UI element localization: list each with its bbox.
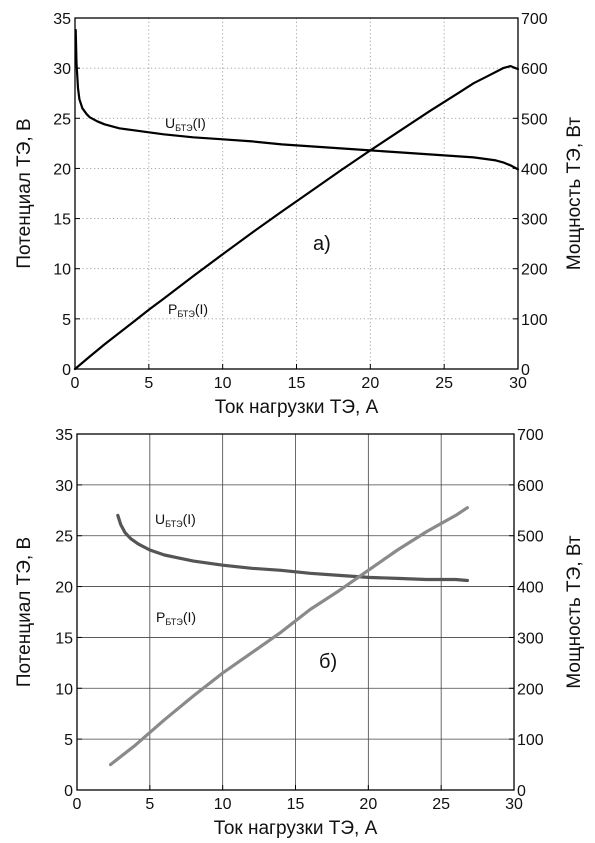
y-left-tick-label: 35: [55, 427, 73, 444]
y-right-tick-label: 600: [517, 478, 544, 495]
panel-a-ylabel-left: Потенциал ТЭ, В: [14, 118, 35, 268]
x-tick-label: 20: [359, 796, 377, 813]
y-right-tick-label: 200: [517, 681, 544, 698]
y-left-tick-label: 10: [55, 681, 73, 698]
panel-a-p-annotation: PБТЭ(I): [168, 301, 208, 319]
x-tick-label: 30: [505, 796, 523, 813]
x-tick-label: 15: [287, 796, 305, 813]
y-left-tick-label: 15: [55, 630, 73, 647]
y-right-tick-label: 0: [517, 783, 526, 800]
panel-a-label: а): [313, 233, 331, 255]
y-left-tick-label: 25: [53, 111, 71, 128]
y-right-tick-label: 700: [521, 11, 548, 28]
potential-series-line: [74, 28, 520, 171]
y-right-tick-label: 600: [521, 61, 548, 78]
x-tick-label: 10: [214, 796, 232, 813]
y-left-tick-label: 30: [55, 478, 73, 495]
panel-b-xlabel: Ток нагрузки ТЭ, А: [214, 818, 378, 839]
y-right-tick-label: 100: [517, 732, 544, 749]
panel-b-ylabel-left: Потенциал ТЭ, В: [14, 537, 35, 687]
y-left-tick-label: 30: [53, 61, 71, 78]
x-tick-label: 30: [509, 375, 527, 392]
y-left-tick-label: 0: [62, 362, 71, 379]
panel-b-u-annotation: UБТЭ(I): [155, 511, 196, 529]
panel-a-xlabel: Ток нагрузки ТЭ, А: [215, 397, 379, 418]
y-left-tick-label: 35: [53, 11, 71, 28]
x-tick-label: 15: [288, 375, 306, 392]
y-right-tick-label: 400: [517, 580, 544, 597]
panel-a: 0 5 10 15 20 25 300510152025303501002003004005…: [14, 11, 585, 418]
x-tick-label: 25: [435, 375, 453, 392]
x-tick-label: 25: [432, 796, 450, 813]
y-right-tick-label: 500: [521, 111, 548, 128]
x-tick-label: 10: [214, 375, 232, 392]
panel-b-label: б): [319, 651, 337, 673]
x-tick-label: 5: [144, 375, 153, 392]
y-right-tick-label: 300: [521, 212, 548, 229]
x-tick-label: 0: [73, 796, 82, 813]
y-right-tick-label: 500: [517, 529, 544, 546]
panel-a-ylabel-right: Мощность ТЭ, Вт: [564, 117, 585, 271]
y-right-tick-label: 0: [521, 362, 530, 379]
y-left-tick-label: 5: [62, 312, 71, 329]
y-left-tick-label: 15: [53, 212, 71, 229]
y-right-tick-label: 200: [521, 262, 548, 279]
panel-a-u-annotation: UБТЭ(I): [165, 115, 206, 133]
power-series-line: [108, 506, 469, 767]
x-tick-label: 5: [145, 796, 154, 813]
x-tick-label: 20: [361, 375, 379, 392]
y-left-tick-label: 5: [64, 732, 73, 749]
y-right-tick-label: 100: [521, 312, 548, 329]
x-tick-label: 0: [71, 375, 80, 392]
y-left-tick-label: 10: [53, 262, 71, 279]
panel-b: 0 5 10 15 20 25 300510152025303501002003004005…: [14, 427, 585, 839]
panel-b-ylabel-right: Мощность ТЭ, Вт: [564, 535, 585, 689]
y-left-tick-label: 20: [53, 161, 71, 178]
potential-series-line: [116, 513, 469, 583]
power-series-line: [73, 64, 520, 371]
panel-b-p-annotation: PБТЭ(I): [156, 609, 196, 627]
y-left-tick-label: 25: [55, 529, 73, 546]
y-right-tick-label: 700: [517, 427, 544, 444]
y-right-tick-label: 300: [517, 630, 544, 647]
y-right-tick-label: 400: [521, 161, 548, 178]
y-left-tick-label: 20: [55, 580, 73, 597]
y-left-tick-label: 0: [64, 783, 73, 800]
